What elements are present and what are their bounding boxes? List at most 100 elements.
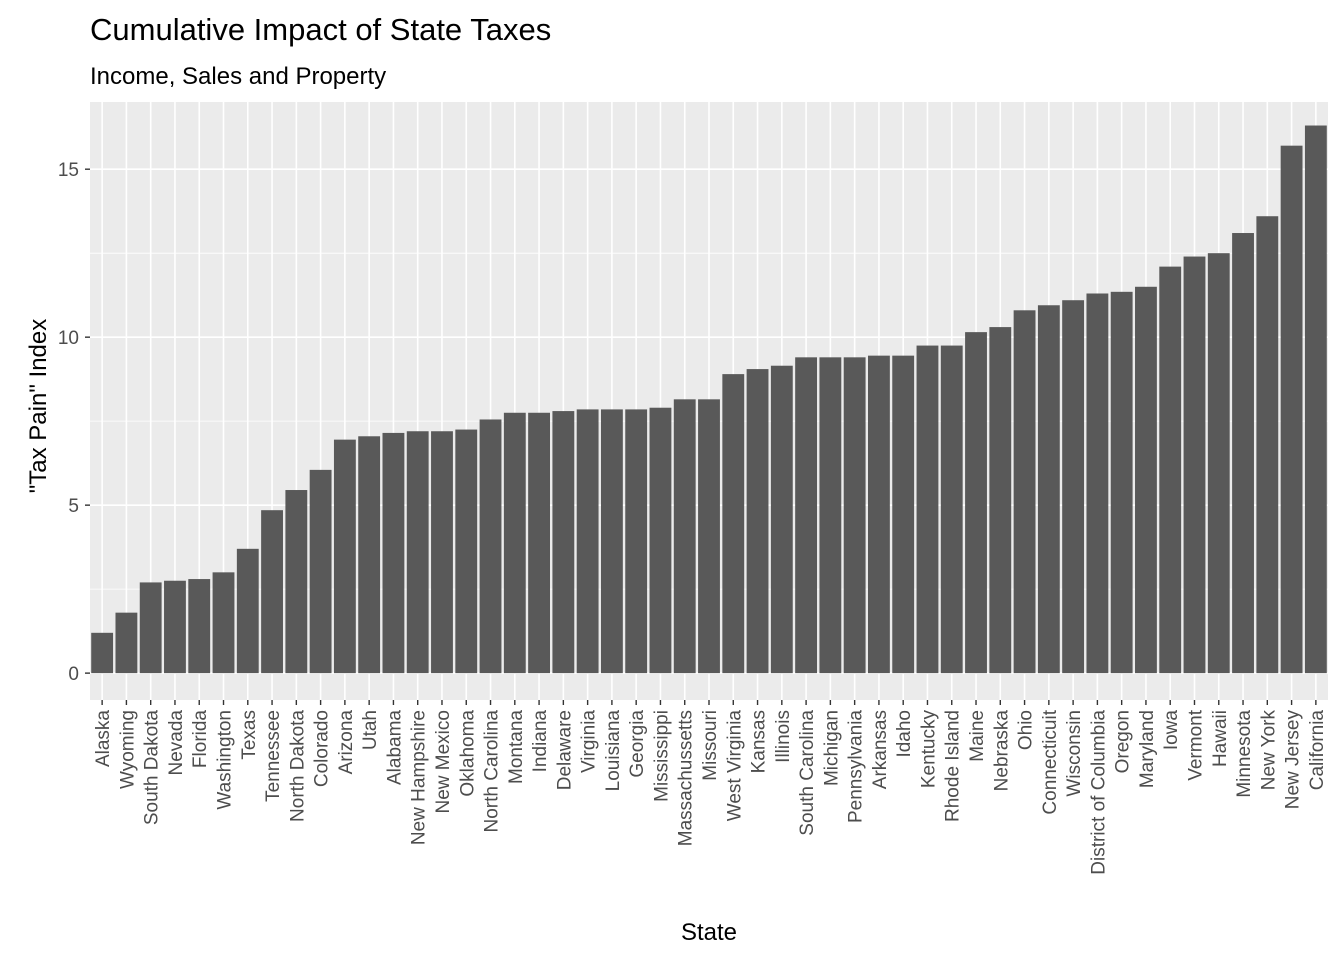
bar-new-york bbox=[1256, 216, 1279, 674]
bar-oklahoma bbox=[455, 429, 478, 674]
x-tick-label: Arizona bbox=[336, 710, 357, 775]
x-tick-label: Oklahoma bbox=[457, 710, 478, 797]
bar-colorado bbox=[309, 469, 332, 674]
x-tick-label: Tennessee bbox=[263, 710, 284, 802]
bar-washington bbox=[212, 572, 235, 674]
x-tick-label: Idaho bbox=[894, 710, 915, 758]
x-axis: Alaska Wyoming South Dakota Nevada Florida Wa… bbox=[93, 700, 1328, 875]
x-tick-label: California bbox=[1307, 710, 1328, 791]
x-tick-label: Hawaii bbox=[1210, 710, 1231, 767]
bar-minnesota bbox=[1232, 233, 1254, 674]
x-tick-label: Utah bbox=[360, 710, 381, 750]
bar-wisconsin bbox=[1062, 300, 1085, 674]
bar-kansas bbox=[746, 369, 769, 674]
x-axis-title: State bbox=[681, 919, 737, 946]
bar-new-hampshire bbox=[406, 431, 429, 674]
x-tick-label: Vermont bbox=[1185, 709, 1206, 780]
bar-florida bbox=[188, 579, 211, 674]
x-tick-label: Maine bbox=[967, 710, 988, 762]
x-tick-label: Delaware bbox=[554, 710, 575, 790]
x-tick-label: Maryland bbox=[1137, 710, 1158, 788]
bars bbox=[91, 125, 1327, 674]
bar-pennsylvania bbox=[843, 357, 866, 674]
x-tick-label: Wyoming bbox=[117, 710, 138, 789]
bar-wyoming bbox=[115, 612, 138, 674]
x-tick-label: Kentucky bbox=[918, 710, 939, 789]
bar-kentucky bbox=[916, 345, 939, 674]
x-tick-label: Montana bbox=[506, 710, 527, 784]
bar-montana bbox=[503, 412, 526, 674]
x-tick-label: Wisconsin bbox=[1064, 710, 1085, 797]
y-axis: 0 5 10 15 bbox=[58, 160, 90, 685]
bar-michigan bbox=[819, 357, 842, 674]
bar-ohio bbox=[1013, 310, 1036, 674]
x-tick-label: South Carolina bbox=[797, 710, 818, 836]
x-tick-label: Rhode Island bbox=[943, 710, 964, 822]
bar-delaware bbox=[552, 411, 575, 674]
bar-maine bbox=[965, 332, 987, 674]
bar-new-mexico bbox=[431, 431, 453, 674]
bar-california bbox=[1304, 125, 1327, 674]
x-tick-label: Alaska bbox=[93, 710, 114, 767]
bar-georgia bbox=[625, 409, 648, 674]
bar-nevada bbox=[164, 580, 186, 674]
bar-virginia bbox=[576, 409, 599, 674]
y-tick-label: 15 bbox=[58, 160, 79, 181]
bar-vermont bbox=[1183, 256, 1206, 674]
x-tick-label: Nevada bbox=[166, 710, 187, 776]
bar-texas bbox=[236, 548, 259, 674]
bar-massachussetts bbox=[673, 399, 696, 674]
y-tick-label: 10 bbox=[58, 328, 79, 349]
bar-illinois bbox=[770, 365, 793, 674]
bar-district-of-columbia bbox=[1086, 293, 1109, 674]
x-tick-label: District of Columbia bbox=[1088, 710, 1109, 875]
bar-hawaii bbox=[1207, 253, 1230, 674]
x-tick-label: Kansas bbox=[749, 710, 770, 773]
x-tick-label: Nebraska bbox=[991, 710, 1012, 792]
bar-idaho bbox=[892, 355, 915, 674]
bar-north-dakota bbox=[285, 490, 308, 674]
x-tick-label: New Mexico bbox=[433, 710, 454, 813]
x-tick-label: West Virginia bbox=[724, 710, 745, 822]
x-tick-label: Ohio bbox=[1016, 710, 1037, 750]
bar-new-jersey bbox=[1280, 145, 1303, 674]
x-tick-label: New Hampshire bbox=[409, 710, 430, 845]
y-tick-label: 5 bbox=[68, 496, 79, 517]
x-tick-label: Oregon bbox=[1113, 710, 1134, 773]
bar-connecticuit bbox=[1037, 305, 1060, 674]
bar-alabama bbox=[382, 432, 405, 674]
bar-south-carolina bbox=[795, 357, 818, 674]
x-tick-label: Michigan bbox=[821, 710, 842, 786]
x-tick-label: Iowa bbox=[1161, 710, 1182, 751]
bar-louisiana bbox=[600, 409, 623, 674]
bar-arkansas bbox=[867, 355, 890, 674]
x-tick-label: New Jersey bbox=[1283, 710, 1304, 810]
x-tick-label: Arkansas bbox=[870, 710, 891, 789]
bar-tennessee bbox=[261, 510, 283, 674]
bar-rhode-island bbox=[940, 345, 963, 674]
x-tick-label: Louisiana bbox=[603, 710, 624, 792]
chart-subtitle: Income, Sales and Property bbox=[90, 63, 386, 90]
bar-oregon bbox=[1110, 291, 1133, 674]
bar-missouri bbox=[698, 399, 720, 674]
bar-utah bbox=[358, 436, 381, 674]
x-tick-label: Texas bbox=[239, 710, 260, 760]
bar-nebraska bbox=[989, 327, 1012, 674]
x-tick-label: Mississippi bbox=[651, 710, 672, 802]
bar-arizona bbox=[333, 439, 356, 674]
x-tick-label: Washington bbox=[215, 710, 236, 810]
x-tick-label: Missouri bbox=[700, 710, 721, 781]
bar-mississippi bbox=[649, 407, 672, 674]
y-axis-title: "Tax Pain" Index bbox=[25, 319, 52, 493]
x-tick-label: Connecticuit bbox=[1040, 709, 1061, 814]
x-tick-label: Minnesota bbox=[1234, 710, 1255, 798]
y-tick-label: 0 bbox=[68, 664, 79, 685]
x-tick-label: Massachussetts bbox=[676, 710, 697, 846]
chart-title: Cumulative Impact of State Taxes bbox=[90, 12, 551, 47]
bar-alaska bbox=[91, 632, 114, 674]
x-tick-label: North Carolina bbox=[482, 710, 503, 833]
x-tick-label: Illinois bbox=[773, 710, 794, 763]
bar-iowa bbox=[1159, 266, 1182, 674]
x-tick-label: North Dakota bbox=[287, 710, 308, 822]
